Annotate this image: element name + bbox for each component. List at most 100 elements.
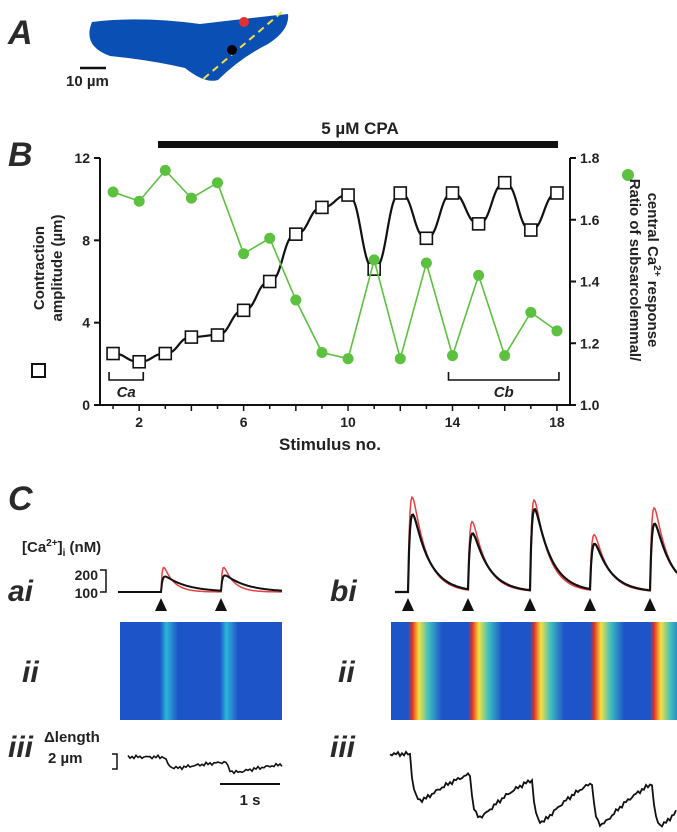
ratio-line [112, 169, 558, 362]
ratio-point [133, 195, 145, 207]
panel-label-b: B [8, 136, 33, 174]
x-tick-label: 2 [135, 414, 143, 430]
panel-label-a: A [7, 14, 33, 52]
x-tick-label: 10 [340, 414, 356, 430]
contraction-point [524, 223, 538, 237]
ratio-point [290, 294, 302, 306]
chart-area: 0 4 8 12 1.0 1.2 1.4 1.6 1.8 2 6 10 14 18 Ca Cb [74, 150, 599, 430]
contraction-point [106, 346, 120, 361]
contraction-point [445, 186, 460, 200]
bracket-ca [108, 372, 145, 381]
length-trace-left [127, 753, 283, 775]
stimulus-arrowhead [644, 598, 656, 611]
contraction-point [419, 231, 434, 246]
scan-line [201, 11, 283, 81]
x-tick-label: 18 [549, 414, 565, 430]
ratio-point [499, 350, 511, 362]
ratio-point [447, 350, 458, 362]
linescan-left-transient-1 [160, 622, 178, 720]
linescan-right-transients [408, 622, 677, 720]
left-tick-label: 12 [74, 150, 90, 166]
left-axis-label-line1: Contraction [31, 226, 48, 310]
row-label-ai: ai [8, 575, 34, 608]
time-scale-label: 1 s [240, 792, 261, 809]
left-axis-legend-square [31, 363, 46, 378]
ratio-point [264, 232, 276, 244]
stimulus-markers [155, 598, 656, 611]
ratio-point [394, 353, 406, 365]
bracket-cb [447, 372, 560, 381]
ratio-point [212, 177, 223, 189]
ca-tick-100: 100 [75, 585, 99, 601]
linescan-left-transient-2 [220, 622, 238, 720]
right-tick-label: 1.6 [580, 212, 600, 228]
linescan-band [468, 622, 502, 720]
row-label-iii-left: iii [8, 731, 34, 764]
panel-label-c: C [8, 480, 33, 518]
stimulus-arrowhead [402, 598, 414, 611]
left-tick-label: 0 [82, 397, 90, 413]
ratio-point [316, 347, 328, 359]
bracket-label-cb: Cb [494, 384, 514, 401]
stimulus-arrowhead [524, 598, 536, 611]
contraction-point [550, 186, 564, 200]
central-marker [227, 45, 237, 55]
stimulus-arrowhead [215, 598, 227, 611]
row-label-iii-right: iii [330, 731, 356, 764]
cell-image [89, 14, 289, 81]
left-axis-label: Contraction amplitude (µm) [31, 215, 66, 322]
ca-trace-bi-central [395, 507, 677, 594]
bracket-label-ca: Ca [117, 384, 136, 401]
x-tick-label: 6 [240, 414, 248, 430]
left-axis-label-line2: amplitude (µm) [49, 215, 66, 322]
scale-bar-a-label: 10 µm [66, 73, 109, 90]
ratio-point [420, 257, 432, 269]
contraction-point [262, 274, 277, 289]
ca-scale-bracket [100, 569, 107, 593]
ca-trace-ai-central [118, 574, 283, 593]
ratio-point [342, 353, 354, 365]
contraction-point [158, 346, 173, 361]
ratio-point [238, 248, 250, 260]
row-label-bi: bi [330, 575, 357, 608]
right-tick-label: 1.0 [580, 397, 600, 413]
right-axis-label-line2: central Ca2+ response [644, 193, 662, 348]
contraction-point [289, 227, 303, 241]
row-label-ii-right: ii [338, 656, 355, 689]
contraction-point [236, 303, 251, 318]
ratio-point [107, 186, 119, 198]
contraction-point [341, 188, 355, 202]
right-tick-label: 1.4 [580, 274, 600, 290]
right-axis-label-line1: Ratio of subsarcolemmal/ [626, 179, 643, 362]
contraction-point [393, 186, 408, 200]
linescan-band [530, 622, 564, 720]
right-tick-label: 1.2 [580, 335, 600, 351]
ca-tick-200: 200 [75, 567, 99, 583]
ratio-point [368, 254, 380, 266]
right-axis-label: Ratio of subsarcolemmal/ central Ca2+ re… [626, 179, 662, 362]
contraction-point [184, 330, 199, 344]
contraction-point [315, 200, 329, 215]
contraction-point [471, 217, 486, 231]
ratio-point [551, 325, 563, 337]
row-label-ii-left: ii [22, 656, 39, 689]
left-tick-label: 4 [82, 315, 90, 331]
linescan-band [590, 622, 624, 720]
right-tick-label: 1.8 [580, 150, 600, 166]
contraction-point [210, 328, 225, 342]
ca-concentration-label: [Ca2+]i (nM) [22, 538, 101, 559]
length-trace-right [389, 750, 677, 828]
stimulus-arrowhead [155, 598, 167, 611]
length-scale-label: 2 µm [48, 750, 83, 767]
x-tick-label: 14 [445, 414, 461, 430]
length-label: Δlength [44, 729, 100, 746]
contraction-point [132, 354, 146, 369]
stimulus-arrowhead [462, 598, 474, 611]
linescan-band [650, 622, 677, 720]
subsarcolemmal-marker [239, 17, 249, 27]
linescan-band [408, 622, 442, 720]
contraction-point [497, 175, 512, 190]
ratio-point [185, 192, 197, 204]
linescan-left [120, 622, 282, 720]
ratio-point [473, 269, 485, 281]
